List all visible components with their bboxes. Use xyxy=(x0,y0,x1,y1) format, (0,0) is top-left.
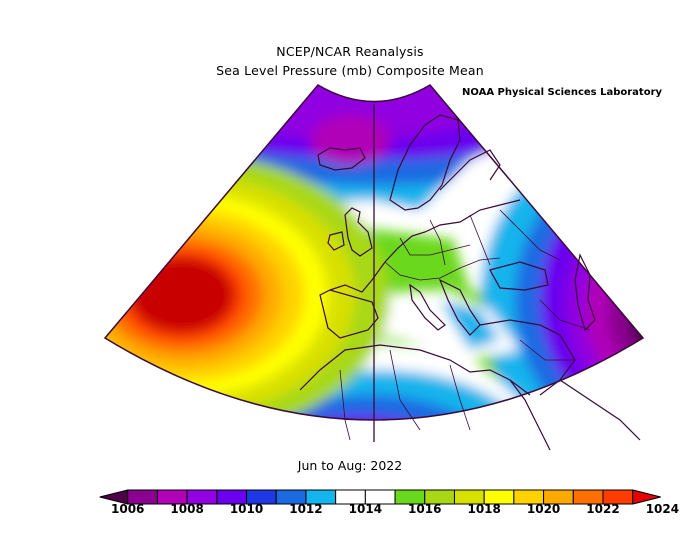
borders xyxy=(339,209,591,441)
colorbar-tick-label: 1024 xyxy=(645,502,680,516)
colorbar-tick-label: 1020 xyxy=(526,502,561,516)
map-frame xyxy=(103,84,645,421)
colorbar-tick-label: 1014 xyxy=(348,502,383,516)
coastlines xyxy=(299,114,641,451)
chart-title-line1: NCEP/NCAR Reanalysis xyxy=(276,44,424,59)
colorbar-tick-label: 1010 xyxy=(229,502,264,516)
chart-title-line2: Sea Level Pressure (mb) Composite Mean xyxy=(216,63,484,78)
colorbar-tick-label: 1016 xyxy=(408,502,442,516)
time-period-label: Jun to Aug: 2022 xyxy=(297,458,403,473)
colorbar-tick-label: 1012 xyxy=(289,502,323,516)
colorbar-tick-label: 1018 xyxy=(467,502,501,516)
colorbar-tick-label: 1008 xyxy=(170,502,204,516)
colorbar-tick-label: 1006 xyxy=(111,502,145,516)
credit-label: NOAA Physical Sciences Laboratory xyxy=(462,87,663,98)
colorbar-arrow-high xyxy=(632,489,661,505)
colorbar-tick-label: 1022 xyxy=(586,502,620,516)
